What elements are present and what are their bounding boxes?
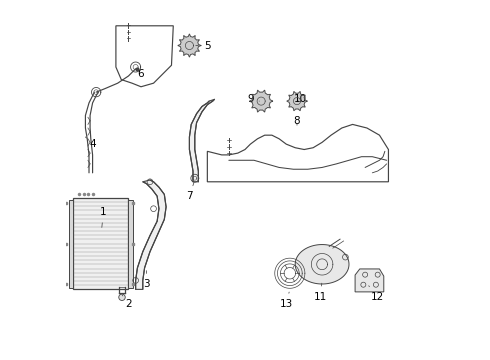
Text: 12: 12 xyxy=(368,286,384,302)
Text: 2: 2 xyxy=(122,295,132,309)
Text: 5: 5 xyxy=(196,41,211,50)
Text: 1: 1 xyxy=(100,207,107,228)
Text: 7: 7 xyxy=(186,183,194,201)
Polygon shape xyxy=(250,90,272,112)
Text: 13: 13 xyxy=(280,292,293,309)
Text: 9: 9 xyxy=(247,94,259,104)
Bar xyxy=(73,198,128,289)
Bar xyxy=(128,200,133,288)
Text: 3: 3 xyxy=(143,271,149,289)
Text: 10: 10 xyxy=(294,94,307,104)
Text: 6: 6 xyxy=(138,69,145,79)
Text: 4: 4 xyxy=(85,137,96,149)
Polygon shape xyxy=(190,99,215,182)
Polygon shape xyxy=(287,91,307,111)
Polygon shape xyxy=(295,244,349,284)
Bar xyxy=(69,200,73,288)
Polygon shape xyxy=(355,269,384,292)
Polygon shape xyxy=(136,180,166,289)
Circle shape xyxy=(119,294,125,301)
Polygon shape xyxy=(178,34,201,57)
Text: 11: 11 xyxy=(314,283,327,302)
Text: 8: 8 xyxy=(294,116,300,126)
